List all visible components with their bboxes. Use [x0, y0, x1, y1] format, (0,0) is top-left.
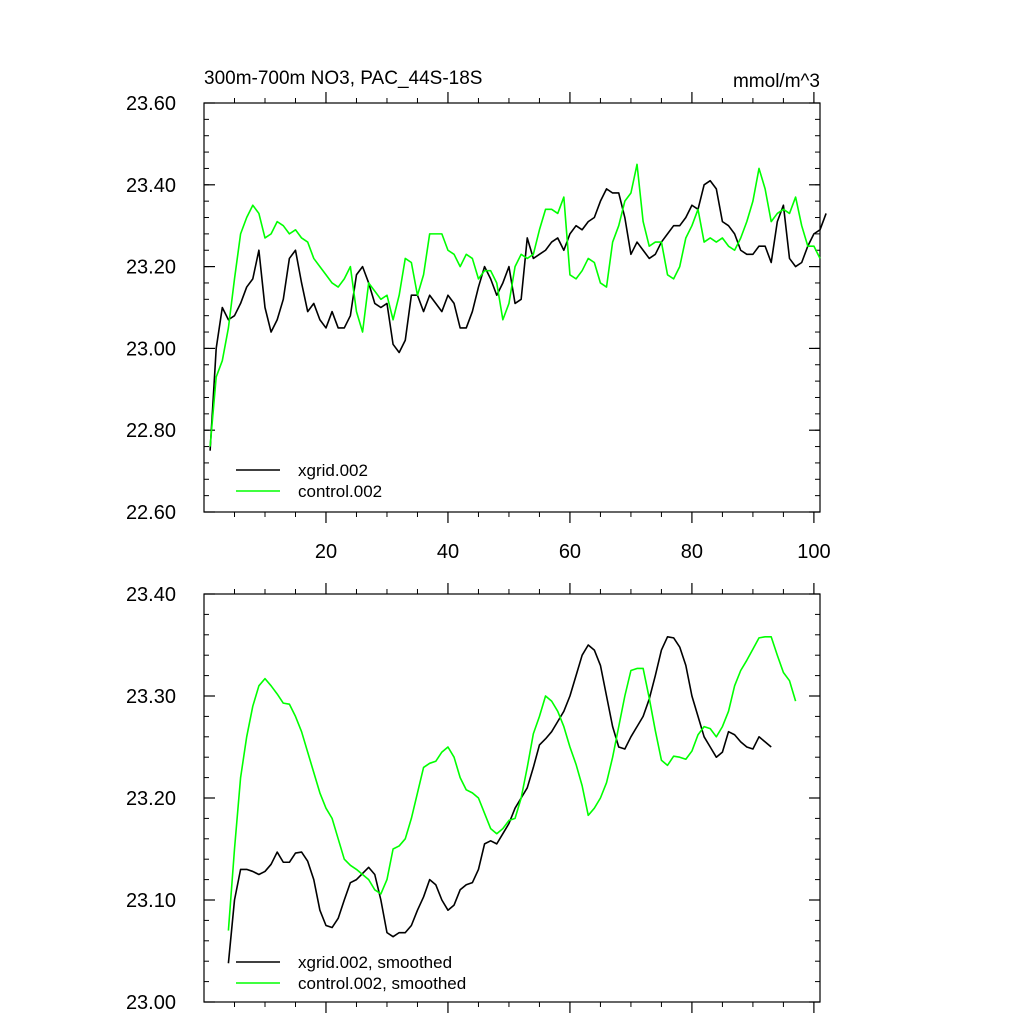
- y-tick-label: 23.40: [126, 175, 176, 197]
- chart-title: 300m-700m NO3, PAC_44S-18S: [204, 68, 482, 89]
- y-tick-label: 22.60: [126, 502, 176, 524]
- plot-frame: [203, 593, 821, 1003]
- legend-label: xgrid.002: [298, 461, 368, 480]
- y-tick-label: 23.30: [126, 686, 176, 708]
- y-tick-label: 23.00: [126, 338, 176, 360]
- legend-label: control.002, smoothed: [298, 974, 466, 993]
- x-tick-label: 60: [559, 541, 581, 563]
- legend-label: xgrid.002, smoothed: [298, 953, 452, 972]
- y-tick-label: 23.40: [126, 584, 176, 606]
- series-line-control-002-smoothed: [227, 636, 797, 931]
- units-label: mmol/m^3: [733, 71, 820, 92]
- series-line-xgrid-002-smoothed: [227, 636, 772, 964]
- y-tick-label: 23.10: [126, 890, 176, 912]
- top-panel: 300m-700m NO3, PAC_44S-18S mmol/m^3 22.6…: [126, 68, 831, 563]
- legend-label: control.002: [298, 482, 382, 501]
- plot-frame: [203, 102, 821, 513]
- y-tick-label: 23.20: [126, 788, 176, 810]
- y-tick-label: 23.00: [126, 992, 176, 1014]
- x-tick-label: 100: [797, 541, 830, 563]
- series-line-control-002: [209, 163, 821, 447]
- series-line-xgrid-002: [209, 179, 827, 451]
- y-tick-label: 22.80: [126, 420, 176, 442]
- y-tick-label: 23.20: [126, 257, 176, 279]
- x-tick-label: 20: [315, 541, 337, 563]
- bottom-panel: 23.00 23.10 23.20 23.30 23.40 xgrid.002, smoo…: [126, 583, 821, 1014]
- x-tick-label: 80: [681, 541, 703, 563]
- y-tick-label: 23.60: [126, 93, 176, 115]
- x-tick-label: 40: [437, 541, 459, 563]
